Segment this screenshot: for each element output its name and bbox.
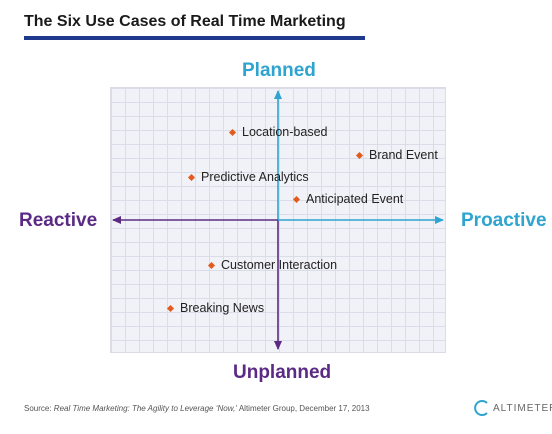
use-case-label: Breaking News (180, 301, 265, 315)
use-case-breaking-news: Breaking News (166, 301, 265, 315)
marker-icon (166, 304, 175, 312)
title-underline (24, 36, 365, 40)
use-case-anticipated-event: Anticipated Event (292, 192, 404, 206)
source-suffix: Altimeter Group, December 17, 2013 (237, 404, 370, 413)
altimeter-arc-icon (474, 400, 488, 416)
use-case-location-based: Location-based (228, 125, 328, 139)
source-note: Source: Real Time Marketing: The Agility… (24, 404, 370, 413)
use-case-predictive-analytics: Predictive Analytics (187, 170, 309, 184)
use-case-label: Anticipated Event (306, 192, 404, 206)
altimeter-logo: ALTIMETER (474, 400, 552, 416)
marker-icon (292, 195, 301, 203)
marker-icon (207, 261, 216, 269)
use-case-label: Predictive Analytics (201, 170, 309, 184)
use-case-label: Brand Event (369, 148, 438, 162)
use-case-brand-event: Brand Event (355, 148, 438, 162)
marker-icon (187, 173, 196, 181)
source-prefix: Source: (24, 404, 54, 413)
axis-label-unplanned: Unplanned (233, 362, 332, 383)
use-case-label: Customer Interaction (221, 258, 338, 272)
marker-icon (355, 151, 364, 159)
chart-title: The Six Use Cases of Real Time Marketing (24, 13, 346, 30)
axis-label-reactive: Reactive (19, 210, 98, 231)
marker-icon (228, 128, 237, 136)
use-case-label: Location-based (242, 125, 328, 139)
axis-label-proactive: Proactive (461, 210, 547, 231)
source-publication: Real Time Marketing: The Agility to Leve… (53, 404, 238, 413)
use-case-customer-interaction: Customer Interaction (207, 258, 338, 272)
axis-label-planned: Planned (242, 60, 316, 81)
logo-text: ALTIMETER (493, 402, 552, 414)
